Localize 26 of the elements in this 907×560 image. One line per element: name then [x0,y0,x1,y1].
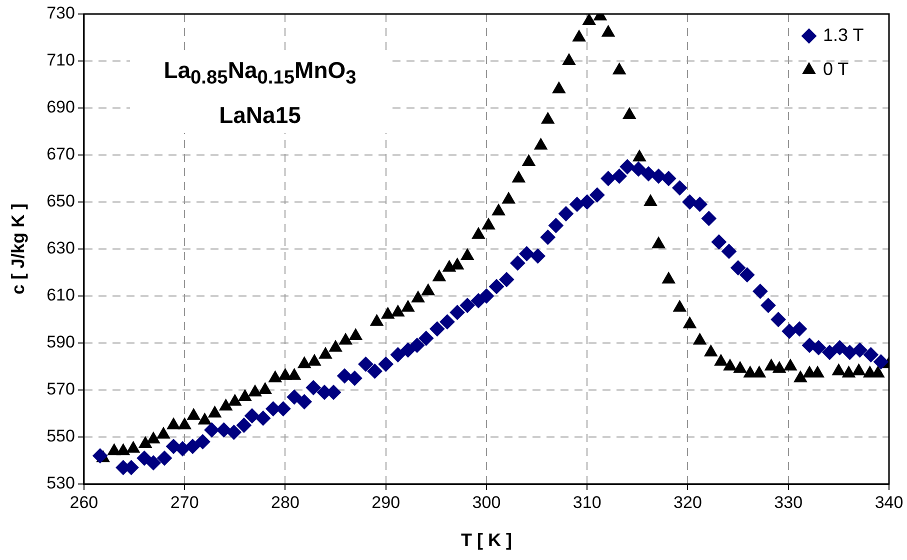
y-tick-label: 710 [46,50,75,70]
x-tick-label: 330 [774,492,803,512]
y-tick-label: 630 [46,238,75,258]
legend-label: 0 T [823,58,849,79]
x-tick-label: 320 [674,492,702,512]
annotation: La$_{0.85}$Na$_{0.15}$MnO$_{3}$ [162,56,358,91]
x-tick-label: 290 [372,492,400,512]
x-tick-label: 310 [572,492,602,512]
y-tick-label: 670 [46,144,75,164]
y-tick-label: 570 [46,380,75,399]
y-tick-label: 610 [46,286,75,305]
x-tick-label: 300 [472,492,501,512]
x-tick-label: 340 [874,492,904,512]
y-tick-label: 550 [46,426,75,446]
y-tick-label: 730 [46,4,75,23]
y-axis-title: c [ J/kg K ] [8,203,28,295]
y-tick-label: 690 [46,98,75,117]
x-tick-label: 280 [271,492,300,512]
y-tick-label: 650 [46,192,75,211]
annotation: LaNa15 [218,100,302,130]
x-tick-label: 270 [170,492,199,512]
x-axis-title: T [ K ] [460,530,512,550]
y-tick-label: 530 [46,474,75,493]
x-tick-label: 260 [70,492,98,512]
legend-label: 1.3 T [823,24,864,45]
y-tick-label: 590 [46,332,75,352]
